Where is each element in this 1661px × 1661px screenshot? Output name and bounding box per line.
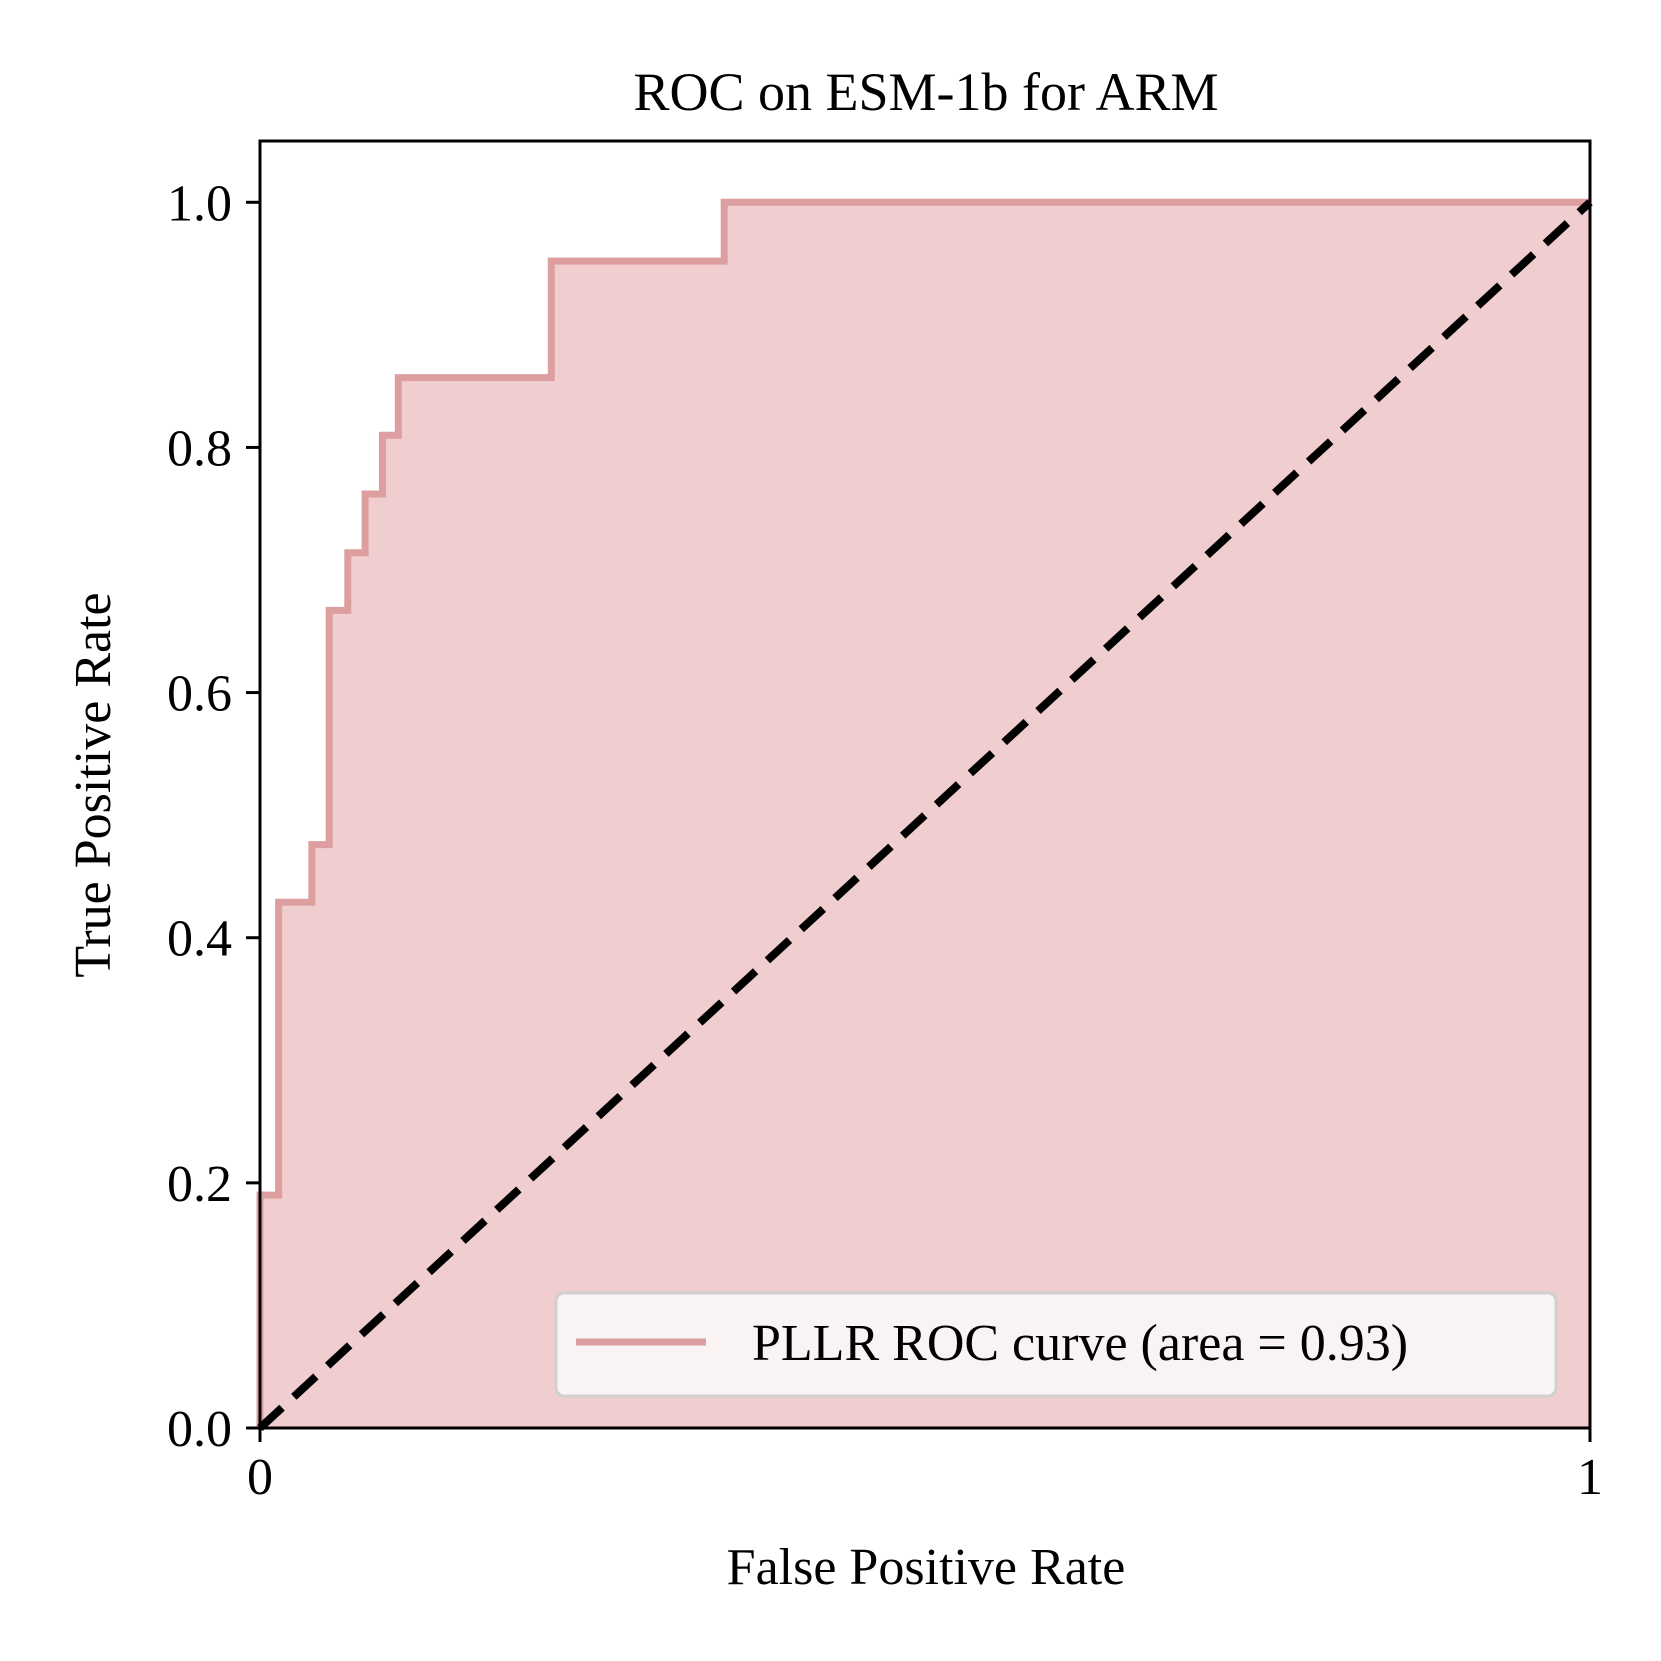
legend: PLLR ROC curve (area = 0.93) bbox=[554, 1291, 1558, 1398]
y-tick-label: 0.0 bbox=[167, 1401, 232, 1458]
y-tick-label: 0.6 bbox=[167, 666, 232, 723]
y-tick-label: 0.8 bbox=[167, 420, 232, 477]
axes-frame bbox=[258, 139, 1592, 1430]
y-axis: 0.0 0.2 0.4 0.6 0.8 1.0 bbox=[167, 175, 260, 1458]
roc-curve-line bbox=[256, 198, 1590, 1428]
chance-diagonal-line bbox=[257, 199, 1593, 1431]
y-tick-label: 0.2 bbox=[167, 1156, 232, 1213]
x-tick-label: 1 bbox=[1577, 1449, 1603, 1506]
plot-area bbox=[256, 139, 1593, 1431]
y-tick-label: 0.4 bbox=[167, 911, 232, 968]
x-tick-label: 0 bbox=[247, 1449, 273, 1506]
chart-title: ROC on ESM-1b for ARM bbox=[633, 62, 1218, 122]
y-axis-label: True Positive Rate bbox=[65, 592, 122, 977]
legend-box bbox=[554, 1291, 1558, 1398]
x-axis-label: False Positive Rate bbox=[727, 1539, 1126, 1596]
legend-label: PLLR ROC curve (area = 0.93) bbox=[752, 1315, 1408, 1372]
y-tick-label: 1.0 bbox=[167, 175, 232, 232]
